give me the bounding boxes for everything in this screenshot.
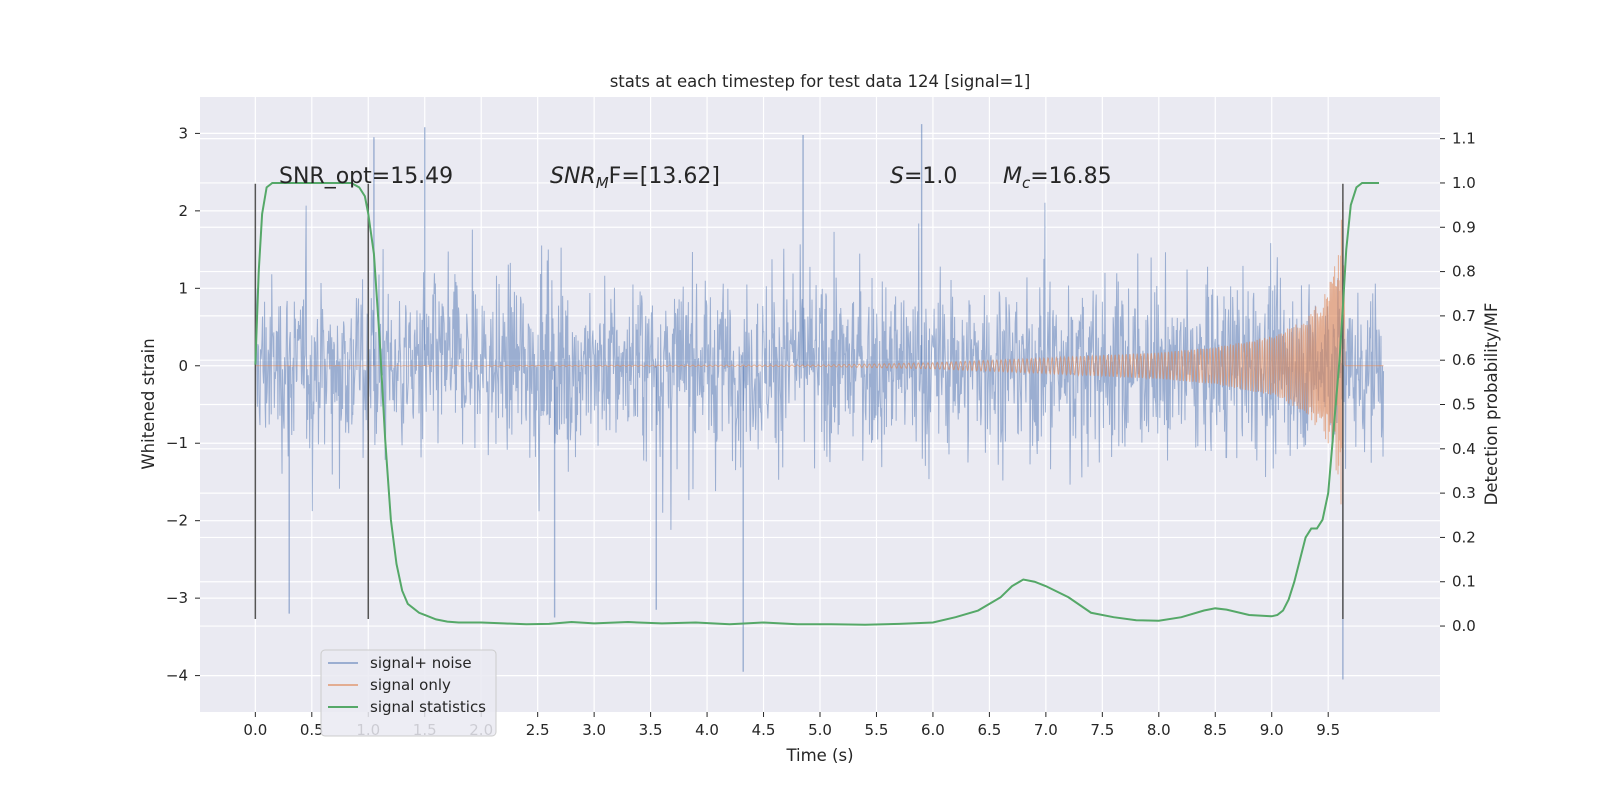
x-tick-label: 9.0 [1260,721,1284,739]
y-tick-label: −3 [166,589,188,607]
chart-title: stats at each timestep for test data 124… [610,72,1031,91]
x-tick-label: 3.5 [639,721,663,739]
x-axis-label: Time (s) [785,746,853,765]
annotation-snr-opt: SNR_opt=15.49 [279,164,453,189]
x-tick-label: 6.0 [921,721,945,739]
x-tick-label: 8.5 [1203,721,1227,739]
y-tick-label: −2 [166,512,188,530]
s-variable: S [890,164,904,189]
y-right-tick-label: 0.3 [1452,484,1476,502]
signal-statistics-series [254,181,1380,626]
mc-variable: M [1003,164,1022,189]
tick-layer: 0.00.51.01.52.02.53.03.54.04.55.05.56.06… [166,124,1476,739]
y-tick-label: −4 [166,667,188,685]
legend-label-signal-noise: signal+ noise [370,654,472,672]
y-right-tick-label: 1.1 [1452,130,1476,148]
x-tick-label: 7.5 [1090,721,1114,739]
y-tick-label: 3 [178,124,188,142]
y-right-tick-label: 0.7 [1452,307,1476,325]
y-axis-label: Whitened strain [139,338,158,469]
y-right-tick-label: 0.6 [1452,351,1476,369]
signal-statistics-line [254,181,1380,626]
x-tick-label: 4.0 [695,721,719,739]
y-tick-label: −1 [166,434,188,452]
s-value: =1.0 [904,164,957,189]
y-tick-label: 0 [178,357,188,375]
y-right-axis-label: Detection probability/MF [1482,303,1501,506]
x-tick-label: 5.0 [808,721,832,739]
x-tick-label: 2.5 [526,721,550,739]
y-tick-label: 1 [178,279,188,297]
vertical-markers [254,183,1344,620]
legend-label-signal-statistics: signal statistics [370,698,486,716]
signal-only-line [255,202,1384,505]
snr-mf-rest: F=[13.62] [609,164,720,189]
annotation-s: S=1.0 [890,164,957,189]
x-tick-label: 9.5 [1316,721,1340,739]
y-right-tick-label: 0.9 [1452,218,1476,236]
x-tick-label: 3.0 [582,721,606,739]
legend: signal+ noise signal only signal statist… [320,649,497,737]
y-right-tick-label: 0.0 [1452,617,1476,635]
y-right-tick-label: 0.2 [1452,528,1476,546]
legend-box [320,649,497,737]
y-right-tick-label: 0.8 [1452,263,1476,281]
x-tick-label: 0.0 [243,721,267,739]
signal-only-series [255,202,1384,505]
x-tick-label: 5.5 [865,721,889,739]
x-tick-label: 0.5 [300,721,324,739]
snr-mf-subscript: M [596,174,609,192]
x-tick-label: 7.0 [1034,721,1058,739]
mc-value: =16.85 [1030,164,1111,189]
snr-mf-base: SNR [550,164,596,189]
y-right-tick-label: 0.5 [1452,396,1476,414]
y-tick-label: 2 [178,202,188,220]
y-right-tick-label: 1.0 [1452,174,1476,192]
y-right-tick-label: 0.1 [1452,573,1476,591]
y-right-tick-label: 0.4 [1452,440,1476,458]
x-tick-label: 8.0 [1147,721,1171,739]
x-tick-label: 6.5 [977,721,1001,739]
legend-label-signal-only: signal only [370,676,451,694]
signal-noise-line [254,202,1385,530]
mc-subscript: c [1022,174,1031,192]
x-tick-label: 4.5 [752,721,776,739]
annotation-mc: Mc=16.85 [1003,164,1112,192]
annotation-snr-mf: SNRMF=[13.62] [550,164,720,192]
